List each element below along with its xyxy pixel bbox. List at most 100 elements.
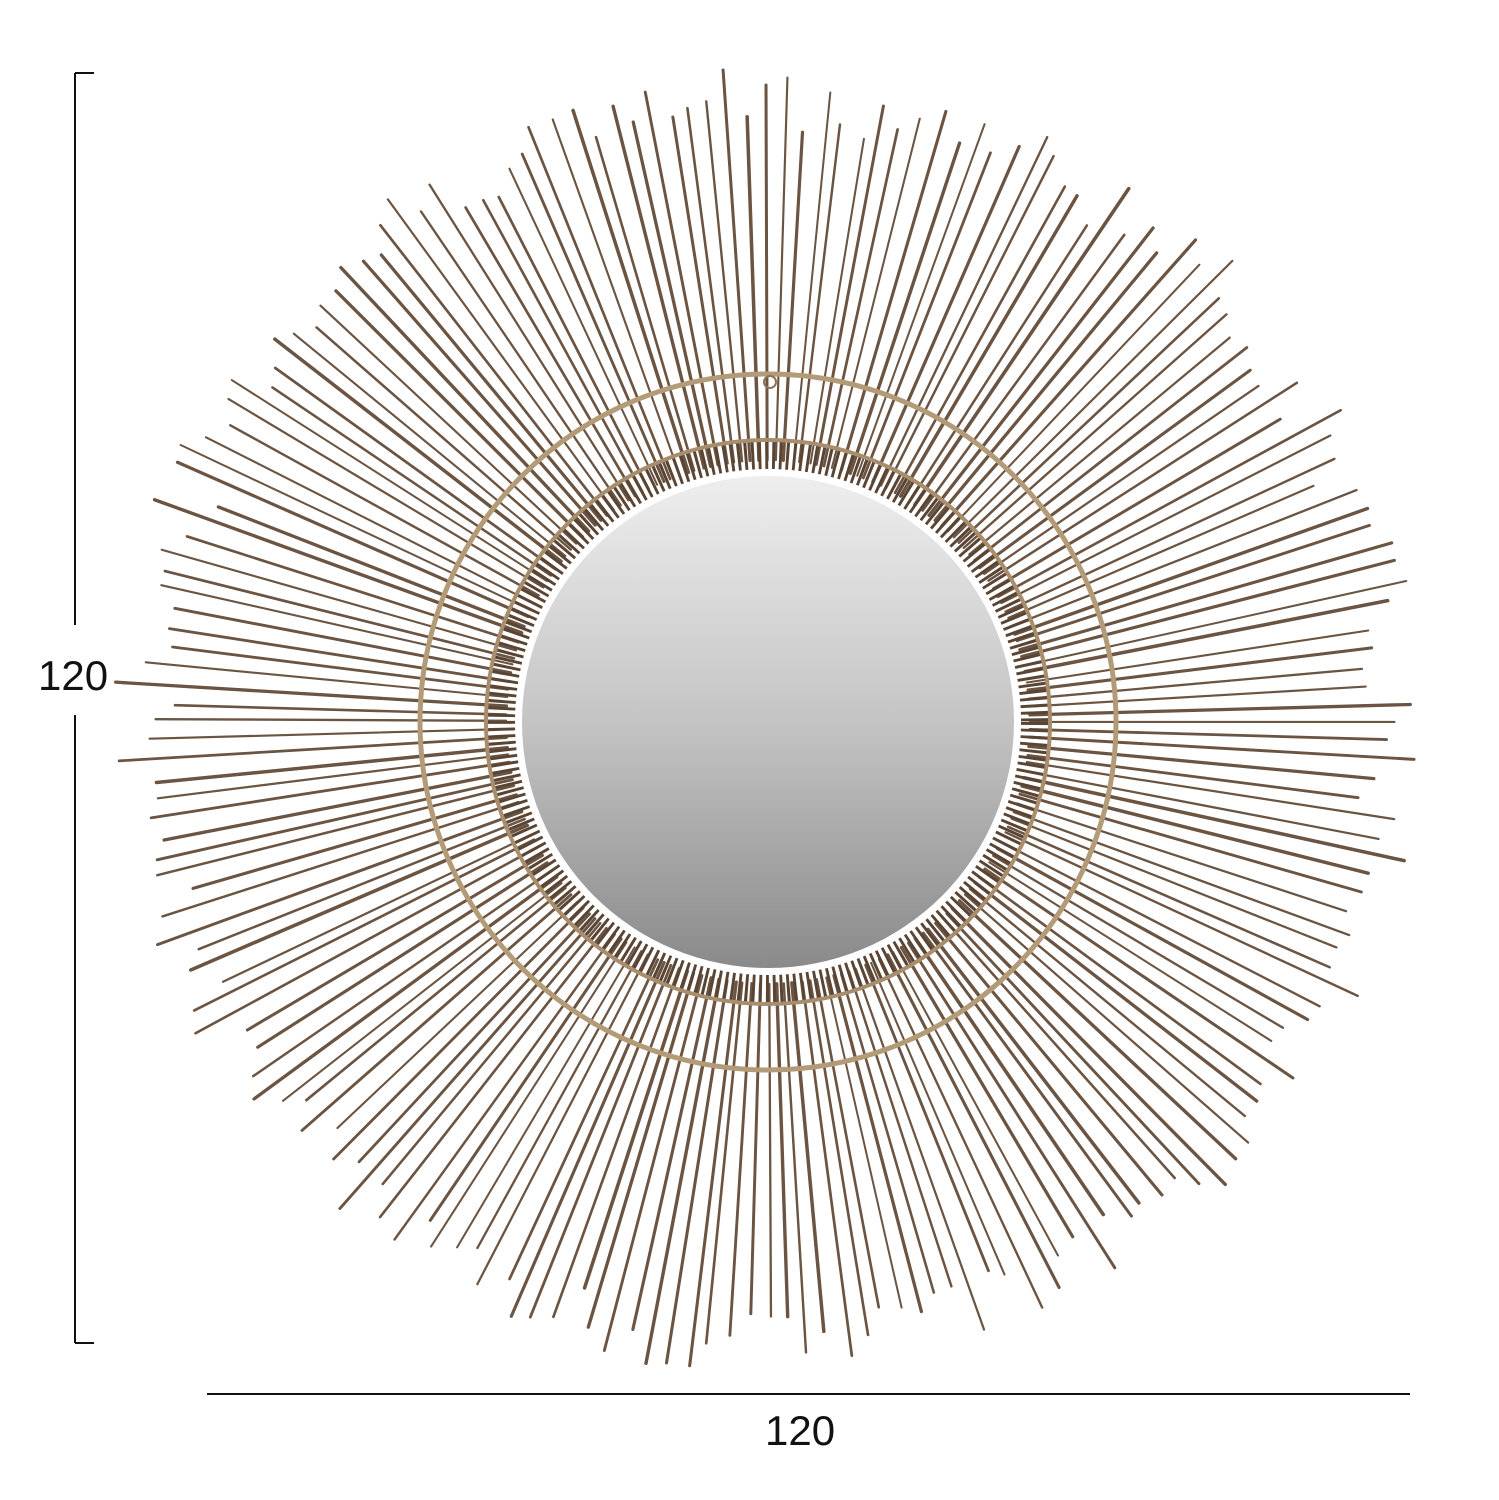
mirror-glass bbox=[522, 476, 1014, 968]
ray bbox=[520, 152, 666, 483]
ray bbox=[688, 980, 738, 1368]
ray bbox=[173, 703, 508, 716]
ray bbox=[792, 91, 832, 463]
ray bbox=[781, 130, 805, 463]
ray bbox=[162, 770, 513, 842]
ray bbox=[962, 313, 1228, 550]
ray bbox=[117, 736, 508, 763]
ray bbox=[774, 76, 789, 462]
ray bbox=[950, 906, 1227, 1187]
ray bbox=[839, 109, 948, 473]
ray bbox=[832, 973, 924, 1314]
ray bbox=[282, 882, 563, 1102]
ray bbox=[877, 958, 1044, 1309]
ray bbox=[175, 460, 530, 619]
ray bbox=[476, 953, 649, 1286]
ray bbox=[528, 963, 673, 1319]
ray bbox=[884, 154, 1055, 490]
ray bbox=[963, 893, 1250, 1144]
ray bbox=[1027, 667, 1364, 700]
ray bbox=[332, 906, 585, 1161]
ray bbox=[1020, 784, 1370, 875]
ray bbox=[1004, 831, 1359, 998]
ray bbox=[191, 793, 518, 890]
ray bbox=[1028, 702, 1412, 717]
ray bbox=[941, 916, 1176, 1180]
ray bbox=[292, 332, 567, 558]
ray bbox=[419, 210, 622, 507]
ray bbox=[476, 950, 643, 1250]
ray bbox=[934, 921, 1164, 1197]
ray bbox=[899, 945, 1075, 1239]
ray bbox=[497, 195, 650, 491]
ray bbox=[782, 982, 808, 1354]
ray bbox=[304, 886, 567, 1102]
ray bbox=[551, 118, 681, 477]
ray bbox=[886, 953, 1061, 1290]
ray bbox=[252, 875, 559, 1101]
ray bbox=[861, 151, 992, 480]
ray bbox=[379, 253, 603, 522]
ray bbox=[927, 226, 1155, 518]
ray bbox=[957, 297, 1221, 544]
ray bbox=[338, 917, 597, 1211]
ray bbox=[983, 867, 1295, 1080]
ray bbox=[221, 833, 533, 983]
ray bbox=[509, 960, 666, 1318]
ray bbox=[996, 408, 1342, 599]
ray bbox=[908, 224, 1089, 503]
ray bbox=[144, 661, 509, 699]
ray bbox=[227, 397, 545, 589]
ray bbox=[300, 893, 573, 1132]
ray bbox=[933, 251, 1159, 522]
ray bbox=[1026, 753, 1360, 800]
ray bbox=[229, 424, 540, 597]
ray bbox=[790, 981, 826, 1334]
ray bbox=[1028, 735, 1416, 761]
ray bbox=[946, 263, 1201, 533]
ray bbox=[245, 853, 544, 1032]
ray bbox=[798, 123, 842, 464]
ray bbox=[173, 606, 513, 675]
ray bbox=[430, 941, 628, 1248]
ray bbox=[721, 68, 752, 463]
ray bbox=[879, 135, 1049, 487]
ray bbox=[357, 912, 591, 1164]
ray bbox=[907, 941, 1117, 1270]
ray bbox=[1020, 558, 1396, 659]
ray bbox=[197, 817, 526, 951]
ray bbox=[982, 384, 1260, 576]
ray bbox=[764, 83, 769, 462]
ray bbox=[926, 927, 1141, 1205]
ray bbox=[1023, 598, 1390, 674]
ray bbox=[671, 115, 729, 465]
mirror-rays bbox=[114, 68, 1416, 1368]
ray bbox=[1004, 457, 1336, 613]
ray bbox=[977, 875, 1262, 1086]
ray bbox=[988, 861, 1273, 1043]
ray bbox=[1015, 802, 1348, 913]
ray bbox=[1013, 506, 1370, 636]
ray bbox=[148, 728, 508, 740]
ray bbox=[704, 981, 744, 1345]
ray bbox=[768, 982, 773, 1318]
ray bbox=[188, 823, 530, 972]
ray bbox=[940, 238, 1198, 528]
ray bbox=[586, 971, 696, 1329]
ray bbox=[194, 845, 540, 1035]
ray bbox=[644, 977, 721, 1366]
ray bbox=[216, 505, 526, 629]
ray bbox=[171, 645, 510, 691]
ray bbox=[999, 840, 1321, 1008]
ray bbox=[168, 627, 511, 684]
ray bbox=[686, 106, 736, 464]
ray bbox=[379, 224, 609, 517]
ray bbox=[154, 746, 510, 785]
ray bbox=[163, 569, 516, 660]
ray bbox=[582, 969, 689, 1290]
ray bbox=[230, 379, 549, 583]
height-dimension-line bbox=[74, 72, 94, 1344]
ray bbox=[839, 972, 936, 1294]
ray bbox=[968, 336, 1231, 556]
ray bbox=[848, 141, 962, 475]
